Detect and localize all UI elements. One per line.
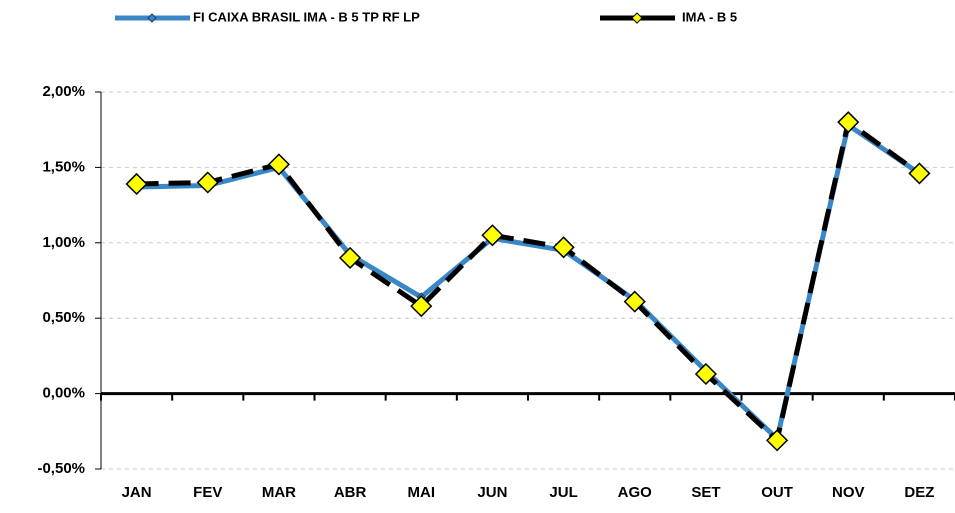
x-tick-label: ABR (334, 484, 367, 501)
y-tick-label: 0,50% (42, 309, 85, 326)
y-tick-label: 1,00% (42, 234, 85, 251)
series-line (136, 117, 921, 446)
y-tick-label: -0,50% (37, 460, 85, 477)
point (267, 153, 290, 176)
x-tick-label: JUN (477, 484, 507, 501)
x-tick-label: SET (691, 484, 720, 501)
point (339, 246, 362, 269)
legend-label: FI CAIXA BRASIL IMA - B 5 TP RF LP (193, 9, 420, 24)
x-tick-label: OUT (761, 484, 793, 501)
x-tick-label: AGO (618, 484, 653, 501)
point (694, 362, 717, 386)
x-tick-label: MAI (408, 484, 436, 501)
x-tick-label: JUL (549, 484, 577, 501)
legend-label: IMA - B 5 (682, 9, 737, 24)
point (410, 295, 433, 318)
point (908, 162, 931, 185)
point (623, 290, 646, 313)
y-tick-label: 2,00% (42, 83, 85, 100)
x-tick-label: NOV (832, 484, 865, 501)
point (125, 172, 148, 196)
point (766, 429, 789, 452)
y-tick-label: 1,50% (42, 158, 85, 175)
x-tick-label: FEV (193, 484, 222, 501)
legend-marker (147, 13, 157, 23)
x-tick-label: MAR (262, 484, 296, 501)
x-tick-label: JAN (122, 484, 152, 501)
point (196, 171, 219, 194)
point (552, 236, 575, 259)
x-tick-label: DEZ (904, 484, 934, 501)
series-line (136, 121, 921, 444)
legend-marker (631, 12, 643, 24)
point (481, 224, 504, 247)
point (837, 111, 860, 134)
y-tick-label: 0,00% (42, 385, 85, 402)
